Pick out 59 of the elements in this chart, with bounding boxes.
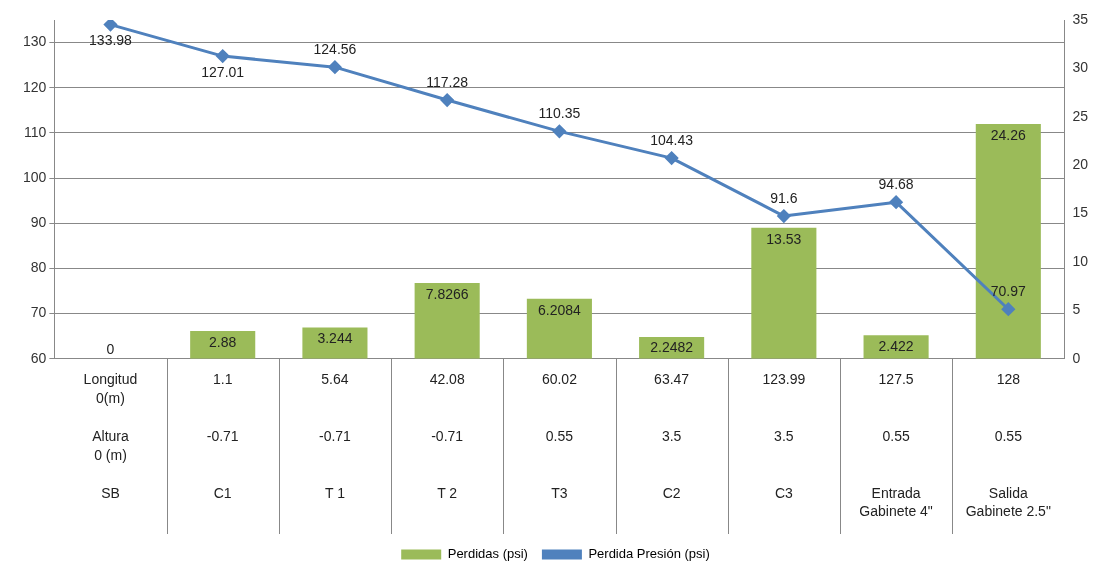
data-label: 6.2084: [537, 301, 582, 318]
point: [665, 151, 679, 165]
point: [1001, 302, 1015, 316]
bar: [975, 123, 1041, 359]
y2-tick-label: 15: [1072, 204, 1089, 221]
category-label: 1.1 -0.71 C1: [206, 371, 239, 501]
point: [216, 49, 230, 63]
y2-tick-label: 5: [1072, 301, 1081, 318]
point: [889, 195, 903, 209]
data-label: 127.01: [201, 63, 245, 80]
data-label: 2.422: [878, 337, 914, 354]
bar: [414, 283, 480, 359]
category-label: 128 0.55 Salida Gabinete 2.5": [965, 371, 1051, 520]
y-tick-label: 110: [24, 123, 47, 140]
y-tick-label: 70: [30, 304, 47, 321]
point: [552, 124, 566, 138]
data-label: 117.28: [426, 73, 469, 90]
category-label: Longitud 0(m) Altura 0 (m) SB: [83, 371, 138, 501]
data-label: 2.2482: [650, 338, 694, 355]
y2-tick-label: 25: [1072, 107, 1089, 124]
bar: [526, 298, 592, 359]
point: [103, 20, 117, 32]
y2-tick-label: 35: [1072, 10, 1089, 27]
y-tick-label: 100: [23, 168, 47, 185]
y2-tick-label: 10: [1072, 252, 1089, 269]
category-label: 60.02 0.55 T3: [541, 371, 577, 501]
y-tick-label: 90: [30, 214, 47, 231]
data-label: 104.43: [650, 131, 694, 148]
data-label: 94.68: [878, 176, 914, 192]
point: [328, 60, 342, 74]
category-label: 42.08 -0.71 T 2: [429, 371, 465, 501]
data-label: 13.53: [766, 230, 802, 247]
y-tick-label: 130: [23, 33, 47, 50]
y2-tick-label: 20: [1072, 156, 1089, 173]
legend-label: Perdidas (psi): [447, 546, 528, 562]
data-label: 24.26: [990, 126, 1027, 143]
point: [777, 209, 791, 223]
data-label: 3.244: [317, 330, 353, 347]
data-label: 70.97: [990, 283, 1027, 300]
y2-tick-label: 0: [1072, 349, 1081, 366]
y-tick-label: 80: [30, 259, 47, 276]
category-label: 127.5 0.55 Entrada Gabinete 4": [859, 371, 933, 520]
category-label: 123.99 3.5 C3: [762, 371, 806, 501]
y2-tick-label: 30: [1072, 59, 1089, 76]
category-label: 63.47 3.5 C2: [654, 371, 690, 501]
data-label: 110.35: [538, 105, 581, 122]
category-label: 5.64 -0.71 T 1: [318, 371, 351, 501]
legend-label: Perdida Presión (psi): [588, 546, 710, 562]
y-tick-label: 120: [23, 78, 47, 95]
bar: [302, 327, 368, 359]
bar: [751, 227, 817, 359]
y-tick-label: 60: [30, 349, 47, 366]
data-label: 0: [106, 340, 115, 357]
data-label: 2.88: [209, 333, 237, 350]
data-label: 7.8266: [425, 285, 469, 302]
data-label: 133.98: [89, 32, 133, 49]
data-label: 91.6: [770, 189, 798, 206]
point: [440, 93, 454, 107]
data-label: 124.56: [313, 41, 357, 58]
